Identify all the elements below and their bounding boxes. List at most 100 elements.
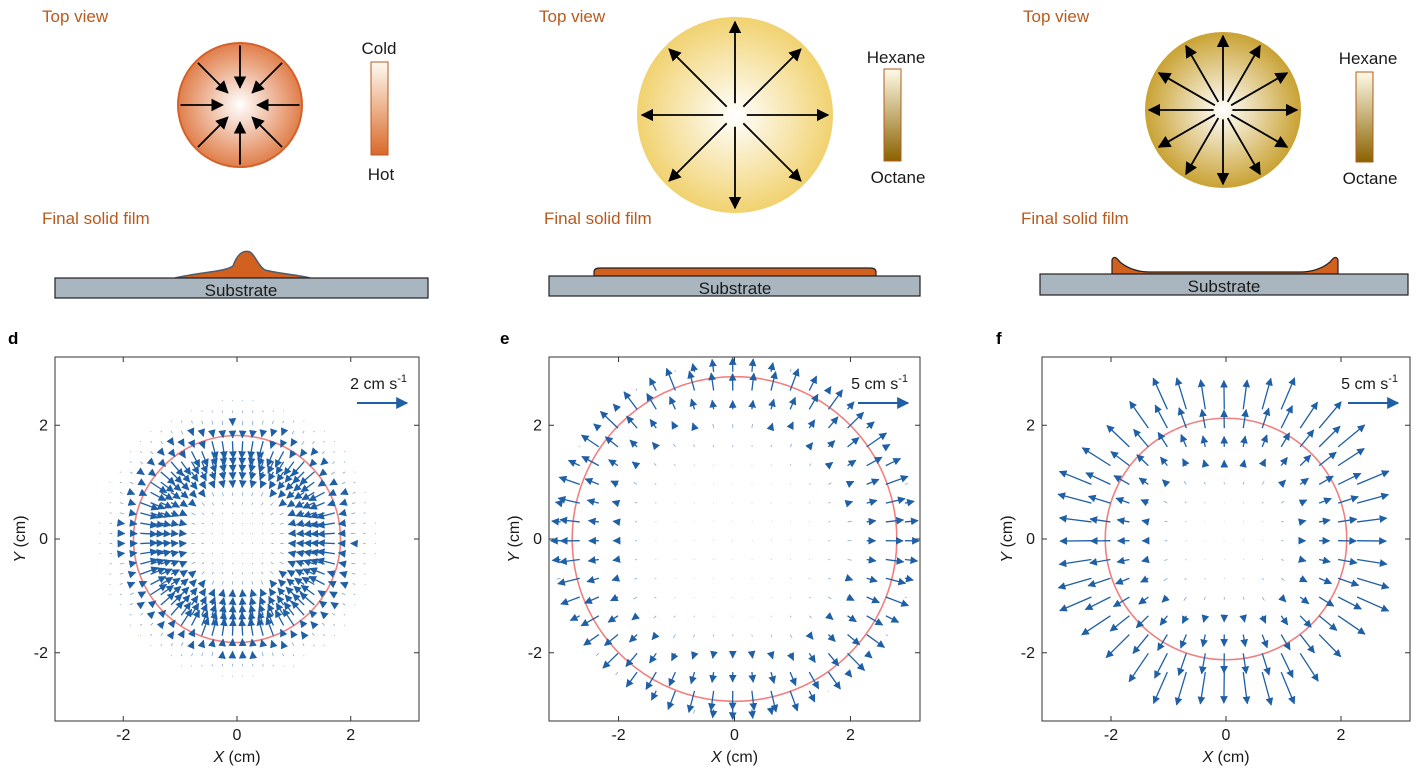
vector-arrow xyxy=(1164,520,1168,523)
vector-arrow xyxy=(266,610,274,626)
vector-arrow xyxy=(1318,577,1333,585)
vector-arrow xyxy=(1299,634,1315,654)
vector-arrow xyxy=(249,588,258,598)
vector-arrow xyxy=(280,640,289,650)
vector-arrow xyxy=(179,569,188,578)
colorbar-top-label: Cold xyxy=(362,39,397,58)
vector-arrow xyxy=(691,651,699,660)
vector-arrow xyxy=(584,477,600,486)
vector-arrow xyxy=(279,561,284,565)
vector-arrow xyxy=(1337,424,1366,448)
vector-arrow xyxy=(751,423,753,429)
vector-arrow xyxy=(693,615,695,617)
vector-arrow xyxy=(353,593,356,596)
vector-arrow xyxy=(330,471,336,475)
vector-arrow xyxy=(201,617,210,636)
vector-arrow xyxy=(201,502,205,506)
solid-film-flat xyxy=(593,267,877,277)
vector-arrow xyxy=(129,613,132,616)
vector-arrow xyxy=(587,556,599,564)
vector-arrow xyxy=(160,559,173,567)
top-view-label: Top view xyxy=(539,7,606,26)
vector-arrow xyxy=(1081,615,1111,636)
droplet xyxy=(1145,32,1301,188)
vector-arrow xyxy=(221,581,224,585)
plot-frame xyxy=(54,356,420,722)
vector-arrow xyxy=(156,447,165,456)
vector-arrow xyxy=(300,584,315,596)
vector-arrow xyxy=(654,596,657,599)
vector-arrow xyxy=(292,471,305,484)
vector-arrow xyxy=(1356,558,1388,567)
vector-arrow xyxy=(789,368,800,391)
vector-arrow xyxy=(187,640,195,650)
vector-arrow xyxy=(866,421,875,430)
vector-arrow xyxy=(1110,451,1130,467)
flow-arrows xyxy=(640,20,830,210)
vector-arrow xyxy=(828,596,832,600)
x-tick-label: 0 xyxy=(233,727,242,744)
vector-arrow xyxy=(278,489,287,498)
top-view-label: Top view xyxy=(1023,7,1090,26)
vector-arrow xyxy=(170,500,181,508)
vector-arrow xyxy=(247,618,256,636)
vector-arrow xyxy=(241,542,243,544)
vector-arrow xyxy=(180,578,189,587)
vector-arrow xyxy=(188,579,197,588)
vector-arrow xyxy=(329,591,338,599)
vector-arrow xyxy=(1280,432,1291,448)
vector-arrow xyxy=(280,439,288,448)
vector-arrow xyxy=(327,499,336,507)
vector-arrow xyxy=(1280,577,1285,581)
quiver-plot-d: d -2 0 2 2 0 -2 X (cm) Y (cm) 2 cm s-1 xyxy=(8,329,420,766)
vector-arrow xyxy=(277,481,286,490)
vector-arrow xyxy=(623,391,638,410)
vector-arrow xyxy=(1085,472,1111,485)
flow-arrow xyxy=(1226,44,1261,103)
vector-arrow xyxy=(221,552,224,555)
vector-arrow xyxy=(866,634,886,648)
colorbar-bottom-label: Octane xyxy=(871,168,926,187)
vector-arrow xyxy=(197,428,205,437)
vector-arrow xyxy=(1058,470,1092,486)
vector-arrow xyxy=(1115,497,1130,505)
vector-arrow xyxy=(285,481,295,491)
vector-arrow xyxy=(160,501,173,509)
vector-arrow xyxy=(180,601,192,616)
vector-arrow xyxy=(299,448,308,458)
vector-arrow xyxy=(170,519,180,528)
vector-arrow xyxy=(1280,653,1294,679)
vector-arrow xyxy=(693,634,695,638)
x-tick-label: 2 xyxy=(846,727,855,744)
vector-arrow xyxy=(809,483,811,485)
vector-arrow xyxy=(249,429,257,439)
vector-arrow xyxy=(180,586,190,596)
vector-arrow xyxy=(248,604,257,616)
vector-arrow xyxy=(344,451,346,453)
vector-arrow xyxy=(1240,435,1248,447)
vector-arrow xyxy=(1163,577,1168,582)
vector-arrow xyxy=(338,560,347,569)
vector-arrow xyxy=(1133,428,1149,448)
vector-arrow xyxy=(219,618,228,636)
vector-arrow xyxy=(218,429,227,439)
x-tick-label: 2 xyxy=(346,727,355,744)
vector-arrow xyxy=(249,479,258,489)
vector-arrow xyxy=(1182,458,1190,467)
vector-arrow xyxy=(283,461,295,476)
vector-arrow xyxy=(691,422,699,432)
vector-arrow xyxy=(631,461,641,470)
vector-arrow xyxy=(604,436,619,448)
vector-arrow xyxy=(709,399,718,410)
vector-arrow xyxy=(655,577,657,580)
y-tick-label: 2 xyxy=(533,417,542,434)
vector-arrow xyxy=(301,576,315,586)
vector-arrow xyxy=(138,580,148,589)
vector-arrow xyxy=(150,451,154,455)
vector-arrow xyxy=(770,444,773,448)
vector-arrow xyxy=(119,583,123,585)
vector-arrow xyxy=(1356,470,1390,486)
vector-arrow xyxy=(259,479,267,489)
vector-arrow xyxy=(170,654,172,657)
vector-arrow xyxy=(201,610,209,626)
